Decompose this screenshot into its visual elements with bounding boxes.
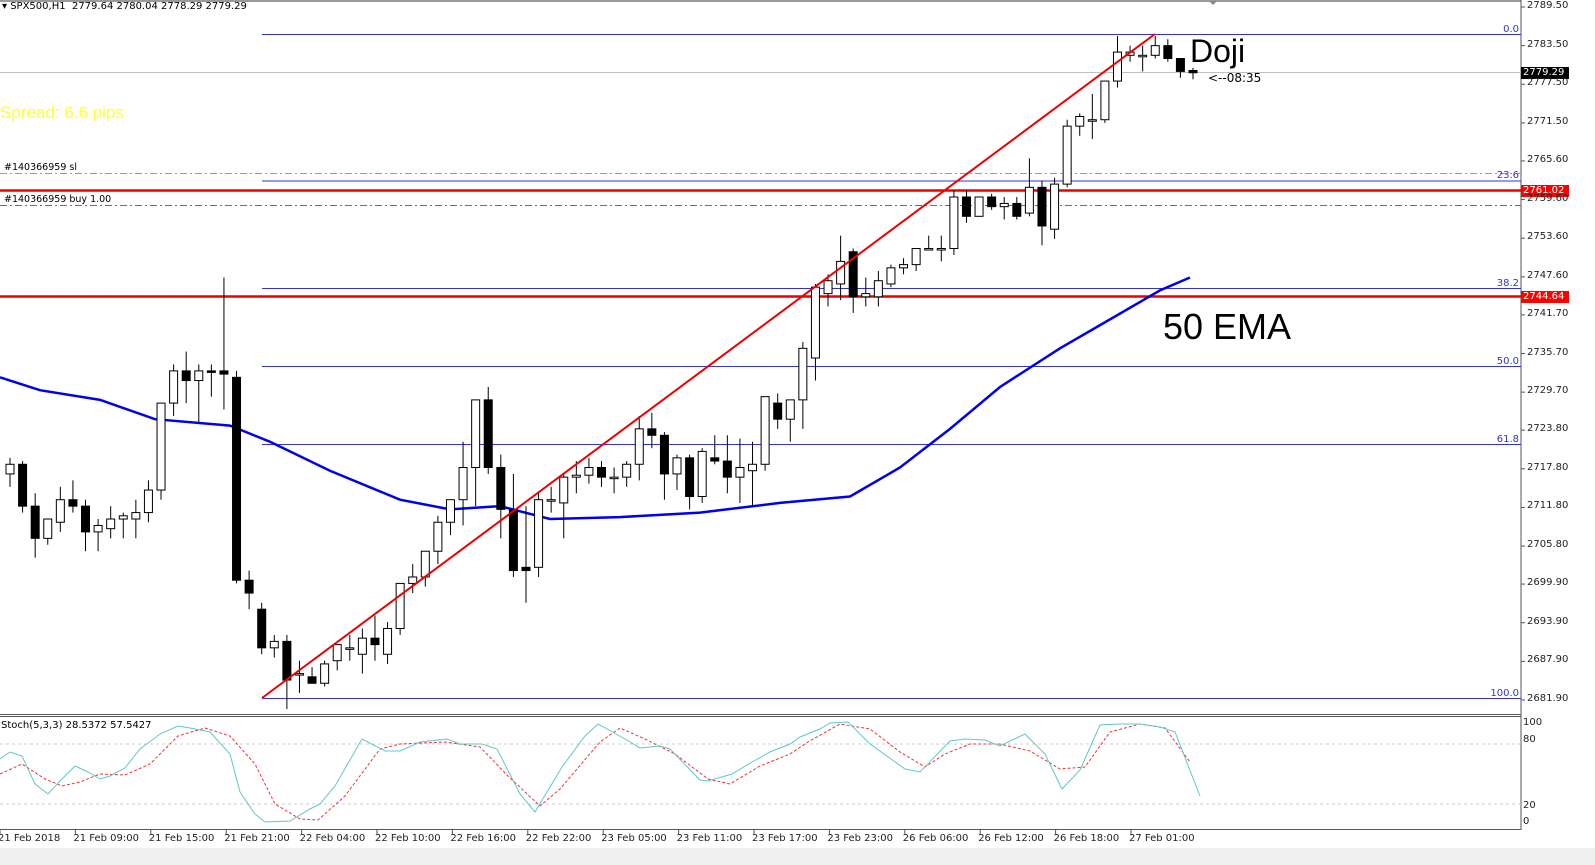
candlesticks xyxy=(5,35,1198,710)
price-tick-label: 2681.90 xyxy=(1527,693,1569,704)
stoch-tick-label: 100 xyxy=(1523,717,1543,728)
time-tick-label: 26 Feb 18:00 xyxy=(1053,833,1120,844)
fib-level-label: 61.8 xyxy=(1496,433,1519,445)
time-tick-label: 22 Feb 22:00 xyxy=(525,833,592,844)
stoch-tick-label: 80 xyxy=(1523,734,1536,745)
trendline[interactable] xyxy=(261,33,1156,699)
time-tick-label: 23 Feb 23:00 xyxy=(827,833,893,844)
price-tick-label: 2717.80 xyxy=(1527,461,1569,473)
price-tick-label: 2693.90 xyxy=(1527,615,1569,627)
price-tick-label: 2705.80 xyxy=(1527,539,1569,551)
ema-50-line xyxy=(0,276,1191,521)
price-tick-label: 2789.50 xyxy=(1527,0,1569,11)
spread-indicator: Spread: 6.6 pips xyxy=(0,103,124,122)
price-tick-label: 2765.60 xyxy=(1527,153,1569,165)
time-tick-label: 21 Feb 15:00 xyxy=(148,833,215,844)
price-tick-label: 2687.90 xyxy=(1527,654,1569,666)
price-tick-label: 2747.60 xyxy=(1527,269,1569,281)
time-tick-label: 22 Feb 16:00 xyxy=(450,833,516,844)
stoch-label: Stoch(5,3,3) 28.5372 57.5427 xyxy=(1,720,152,731)
time-tick-label: 23 Feb 11:00 xyxy=(676,833,743,844)
price-tick-label: 2699.90 xyxy=(1527,577,1569,589)
time-tick-label: 26 Feb 12:00 xyxy=(978,833,1044,844)
resistance-price-tag: 2761.02 xyxy=(1521,185,1569,197)
order-buy-label[interactable]: #140366959 buy 1.00 xyxy=(4,194,112,205)
price-tick-label: 2735.70 xyxy=(1527,346,1569,358)
time-tick-label: 21 Feb 2018 xyxy=(0,833,61,844)
stochastic-oscillator xyxy=(0,721,1521,823)
time-tick-label: 23 Feb 17:00 xyxy=(752,833,818,844)
ohlc-values: 2779.64 2780.04 2778.29 2779.29 xyxy=(71,1,247,12)
doji-annotation[interactable]: Doji xyxy=(1190,33,1246,69)
scroll-marker-icon[interactable] xyxy=(1209,1,1217,5)
fib-level-label: 38.2 xyxy=(1496,277,1519,289)
price-tick-label: 2777.50 xyxy=(1527,77,1569,89)
ema-annotation[interactable]: 50 EMA xyxy=(1163,306,1292,347)
price-axis-ticks xyxy=(1521,6,1525,701)
stoch-tick-label: 0 xyxy=(1523,816,1530,827)
chart-header: ▾ SPX500,H1 2779.64 2780.04 2778.29 2779… xyxy=(2,1,247,12)
time-tick-label: 21 Feb 21:00 xyxy=(224,833,290,844)
price-tick-label: 2783.50 xyxy=(1527,38,1569,50)
time-tick-label: 26 Feb 06:00 xyxy=(902,833,969,844)
symbol-label: SPX500,H1 xyxy=(10,1,66,12)
price-tick-label: 2771.50 xyxy=(1527,115,1569,127)
order-sl-label[interactable]: #140366959 sl xyxy=(4,162,77,173)
time-tick-label: 21 Feb 09:00 xyxy=(73,833,139,844)
time-tick-label: 27 Feb 01:00 xyxy=(1129,833,1195,844)
price-tick-label: 2753.60 xyxy=(1527,231,1569,243)
price-tick-label: 2729.70 xyxy=(1527,385,1569,397)
fib-level-label: 0.0 xyxy=(1503,23,1519,35)
price-tick-label: 2759.60 xyxy=(1527,192,1569,204)
fib-level-label: 23.6 xyxy=(1496,170,1519,181)
horizontal-lines[interactable] xyxy=(0,173,1521,298)
stoch-tick-label: 20 xyxy=(1523,800,1536,811)
price-tick-label: 2711.80 xyxy=(1527,500,1569,512)
price-tick-label: 2741.70 xyxy=(1527,307,1569,319)
current-price-tag: 2779.29 xyxy=(1521,67,1569,79)
support-price-tag: 2744.64 xyxy=(1521,291,1569,303)
time-tick-label: 23 Feb 05:00 xyxy=(601,833,667,844)
time-axis-ticks xyxy=(0,829,1132,834)
time-tick-label: 22 Feb 10:00 xyxy=(375,833,441,844)
fib-level-label: 100.0 xyxy=(1490,687,1519,699)
collapse-arrow-icon[interactable]: ▾ xyxy=(2,1,11,12)
time-tick-label: 22 Feb 04:00 xyxy=(299,833,366,844)
fib-level-label: 50.0 xyxy=(1496,355,1519,367)
bar-countdown: <--08:35 xyxy=(1208,71,1262,85)
price-tick-label: 2723.80 xyxy=(1527,423,1569,435)
